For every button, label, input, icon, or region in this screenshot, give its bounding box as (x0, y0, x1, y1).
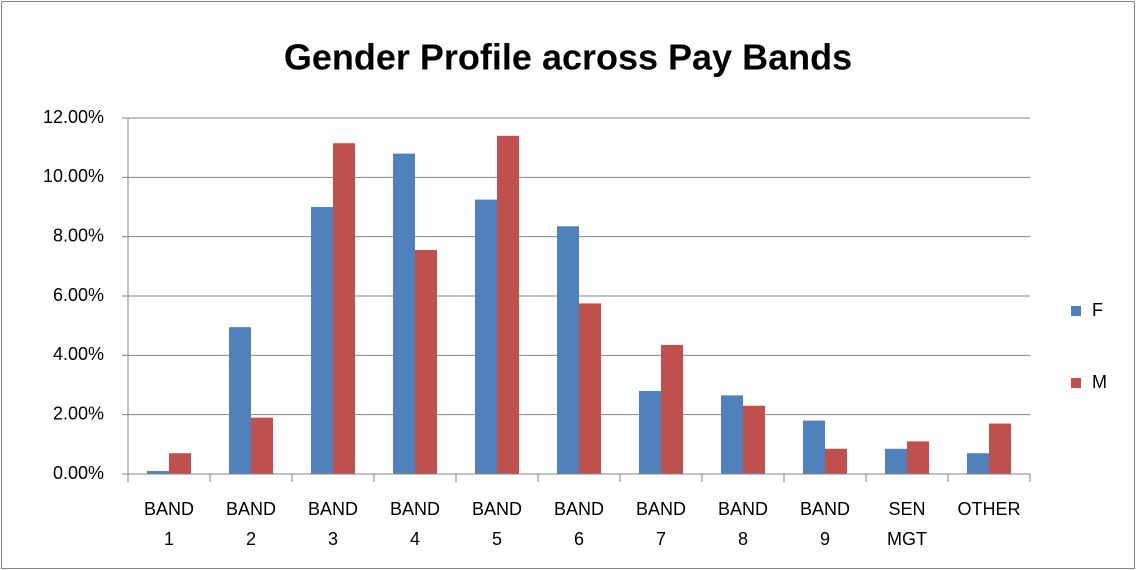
legend-swatch (1071, 306, 1081, 316)
legend-label: M (1092, 372, 1107, 392)
y-tick-label: 0.00% (53, 463, 104, 483)
y-tick-label: 4.00% (53, 344, 104, 364)
bar (743, 405, 765, 474)
x-tick-label: OTHER (958, 499, 1021, 519)
bar (721, 395, 743, 474)
x-tick-label: BAND 6 (554, 499, 604, 549)
bar (251, 417, 273, 474)
bar (393, 153, 415, 474)
bar (333, 143, 355, 474)
bar (661, 344, 683, 474)
x-tick-label: BAND 7 (636, 499, 686, 549)
y-tick-label: 10.00% (43, 166, 104, 186)
y-tick-label: 8.00% (53, 225, 104, 245)
bar (825, 448, 847, 474)
x-tick-label: BAND 2 (226, 499, 276, 549)
bar (311, 207, 333, 474)
bar (907, 441, 929, 474)
bar (557, 226, 579, 474)
bar (147, 471, 169, 474)
x-tick-label: BAND 5 (472, 499, 522, 549)
bar (989, 423, 1011, 474)
legend-label: F (1092, 300, 1103, 320)
x-tick-label: BAND 3 (308, 499, 358, 549)
x-tick-label: BAND 1 (144, 499, 194, 549)
bar (169, 453, 191, 474)
legend-swatch (1071, 378, 1081, 388)
bar (885, 448, 907, 474)
x-tick-label: BAND 8 (718, 499, 768, 549)
x-tick-label: BAND 4 (390, 499, 440, 549)
x-tick-label: BAND 9 (800, 499, 850, 549)
y-tick-label: 6.00% (53, 285, 104, 305)
bar (967, 453, 989, 474)
bar (803, 420, 825, 474)
bar (497, 135, 519, 475)
bar (415, 250, 437, 474)
y-tick-label: 12.00% (43, 107, 104, 127)
bar (229, 327, 251, 474)
y-tick-label: 2.00% (53, 403, 104, 423)
bar (639, 390, 661, 474)
bar (579, 303, 601, 474)
chart-title: Gender Profile across Pay Bands (284, 37, 852, 78)
x-tick-label: SEN MGT (887, 499, 927, 549)
bar (475, 199, 497, 475)
